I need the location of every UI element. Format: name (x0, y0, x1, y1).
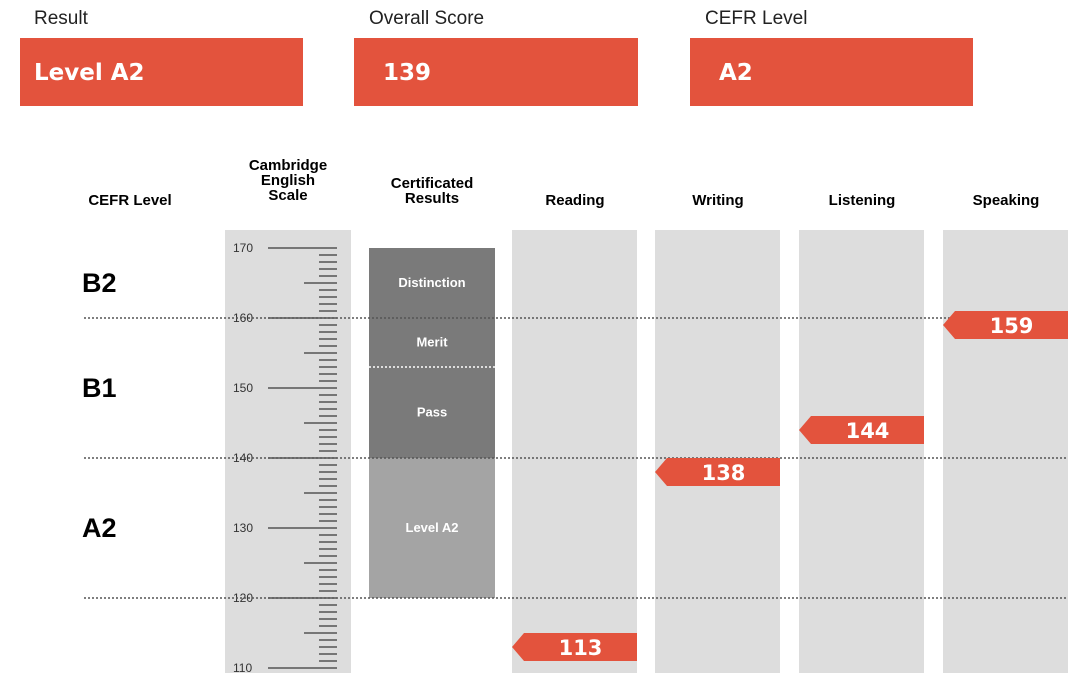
score-marker-reading (512, 633, 637, 661)
cefr-label-b1: B1 (82, 373, 117, 403)
listening-header: Listening (828, 192, 896, 209)
scale-tick-label: 130 (233, 521, 253, 535)
cefr-level-box (690, 38, 973, 106)
reading-header: Reading (545, 192, 605, 209)
band-label-level-a2: Level A2 (406, 520, 459, 535)
scale-header-line3: Scale (268, 187, 308, 204)
writing-header: Writing (692, 192, 744, 209)
score-marker-listening (799, 416, 924, 444)
result-value: Level A2 (34, 60, 145, 86)
scale-tick-label: 160 (233, 311, 253, 325)
skill-column-writing (655, 230, 780, 673)
scale-header-line2: English (260, 172, 316, 189)
band-label-merit: Merit (416, 335, 448, 350)
certificated-results-header: Certificated Results (367, 176, 497, 206)
band-merit (369, 318, 495, 367)
cefr-label-b2: B2 (82, 268, 117, 298)
score-label-listening: 144 (846, 419, 890, 443)
overall-score-value: 139 (383, 60, 432, 86)
scale-tick-label: 150 (233, 381, 253, 395)
scale-tick-label: 120 (233, 591, 253, 605)
result-box (20, 38, 303, 106)
overall-score-box (354, 38, 638, 106)
score-label-speaking: 159 (990, 314, 1034, 338)
score-marker-writing (655, 458, 780, 486)
result-label: Result (34, 8, 88, 29)
cefr-level-value: A2 (719, 60, 753, 86)
scale-header-line1: Cambridge (248, 157, 328, 174)
scale-tick-label: 110 (233, 661, 252, 673)
band-distinction (369, 248, 495, 318)
scale-tick-label: 170 (233, 241, 253, 255)
scale-tick-label: 140 (233, 451, 253, 465)
cert-header-line1: Certificated (390, 175, 474, 192)
speaking-header: Speaking (972, 192, 1040, 209)
score-marker-speaking (943, 311, 1068, 339)
cert-header-line2: Results (404, 190, 460, 207)
cefr-label-a2: A2 (82, 513, 117, 543)
band-label-distinction: Distinction (398, 275, 465, 290)
band-label-pass: Pass (417, 405, 447, 420)
cefr-level-column-header: CEFR Level (88, 192, 172, 209)
skill-column-speaking (943, 230, 1068, 673)
score-label-reading: 113 (559, 636, 603, 660)
band-pass (369, 367, 495, 458)
cefr-level-label: CEFR Level (705, 8, 808, 29)
score-label-writing: 138 (702, 461, 746, 485)
skill-column-listening (799, 230, 924, 673)
cambridge-english-scale-header: Cambridge English Scale (223, 158, 353, 203)
band-level-a2 (369, 458, 495, 598)
overall-score-label: Overall Score (369, 8, 485, 29)
skill-column-reading (512, 230, 637, 673)
